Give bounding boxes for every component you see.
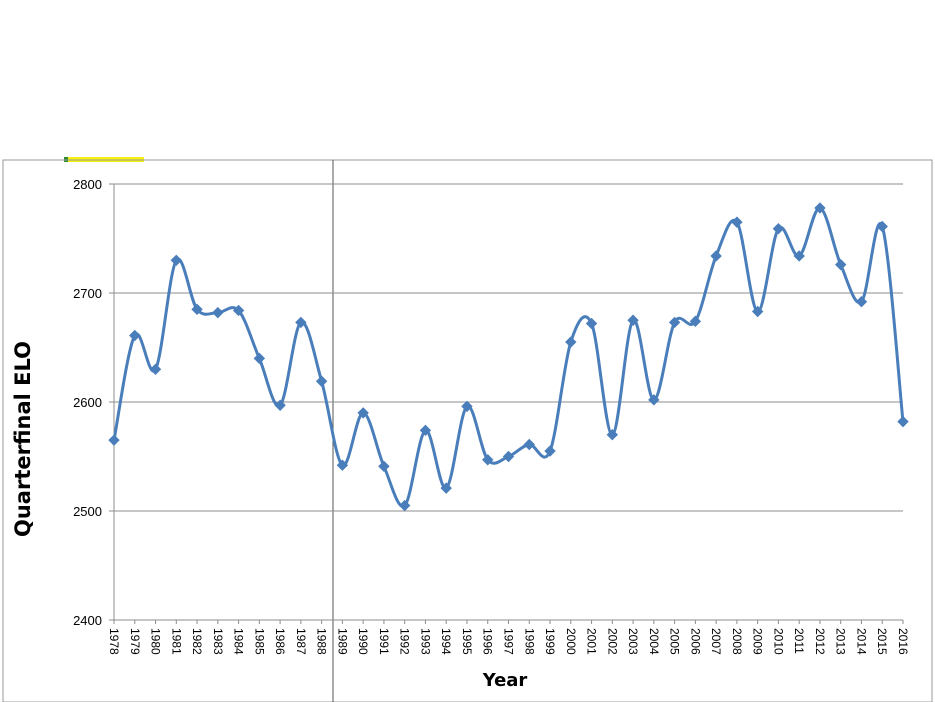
x-tick-label: 2001 [585, 628, 599, 655]
data-point [627, 314, 639, 326]
x-tick-labels: 1978 1979 1980 1981 1982 1983 1984 1985 1986 1987… [107, 628, 910, 655]
x-tick-label: 2014 [854, 628, 868, 655]
y-tick-label: 2600 [73, 395, 102, 410]
data-point [482, 454, 494, 466]
data-point [544, 445, 556, 457]
y-tick-label: 2700 [73, 286, 102, 301]
x-tick-label: 1980 [149, 628, 163, 655]
x-tick-label: 2012 [813, 628, 827, 655]
data-point [668, 316, 681, 329]
data-point [648, 394, 660, 406]
y-tick-label: 2800 [73, 177, 102, 192]
y-tick-label: 2400 [73, 613, 102, 628]
data-point [751, 305, 764, 318]
data-point [378, 460, 390, 473]
x-tick-label: 1985 [252, 628, 266, 655]
x-tick-label: 1979 [128, 628, 142, 655]
data-point [357, 407, 369, 419]
x-tick-label: 1999 [543, 628, 557, 655]
x-axis-title: Year [482, 670, 528, 691]
data-point [793, 250, 805, 262]
x-tick-label: 2007 [709, 628, 723, 655]
x-tick-label: 1990 [356, 628, 370, 655]
gridlines [109, 183, 903, 621]
x-tick-label: 1984 [232, 628, 246, 655]
x-tick-label: 2003 [626, 628, 640, 655]
x-tick-label: 1991 [377, 628, 391, 655]
data-point [398, 499, 411, 512]
x-tick-label: 2008 [730, 628, 744, 655]
data-point [772, 222, 785, 235]
y-axis-title: Quarterfinal ELO [11, 341, 35, 537]
data-point [814, 202, 826, 214]
x-tick-label: 1982 [190, 628, 204, 655]
x-tick-label: 2016 [896, 628, 910, 655]
x-tick-label: 2006 [688, 628, 702, 655]
data-point [876, 220, 888, 233]
x-tick-label: 2015 [875, 628, 889, 655]
data-point [689, 315, 702, 328]
data-point [461, 400, 473, 413]
x-tick-label: 1997 [502, 628, 516, 655]
x-tick-label: 1988 [315, 628, 329, 655]
data-point [149, 363, 162, 376]
y-tick-label: 2500 [73, 504, 102, 519]
x-tick-label: 2000 [564, 628, 578, 655]
data-point [315, 375, 328, 387]
data-point [295, 316, 307, 329]
chart-frame [2, 159, 933, 702]
y-tick-labels: 2400 2500 2600 2700 2800 [73, 177, 102, 628]
x-tick-label: 1995 [460, 628, 474, 655]
x-tick-label: 2011 [792, 628, 806, 654]
data-point [731, 216, 743, 228]
data-point [336, 459, 349, 471]
data-point [274, 399, 286, 411]
data-point [232, 304, 245, 317]
data-point [710, 250, 722, 262]
x-tick-label: 1989 [335, 628, 349, 655]
data-point [253, 352, 266, 365]
data-point [502, 450, 515, 463]
data-point [170, 254, 182, 267]
x-tick-label: 2009 [751, 628, 765, 655]
data-point [129, 329, 141, 342]
x-tick-label: 1992 [398, 628, 412, 655]
data-point [897, 415, 909, 428]
data-point [191, 303, 203, 316]
data-point [565, 336, 577, 348]
x-tick-label: 2005 [668, 628, 682, 655]
x-tick-label: 2013 [834, 628, 848, 655]
data-point [419, 424, 432, 437]
series-markers [108, 202, 909, 512]
x-tick-label: 1994 [439, 628, 453, 655]
data-point [212, 306, 224, 319]
x-tick-label: 1987 [294, 628, 308, 655]
data-point [855, 296, 868, 308]
data-point [606, 428, 619, 441]
data-point [585, 317, 598, 330]
x-tick-label: 1996 [481, 628, 495, 655]
x-tick-label: 1978 [107, 628, 121, 655]
x-tick-label: 1981 [169, 628, 183, 655]
x-tick-label: 1986 [273, 628, 287, 655]
x-tick-label: 2004 [647, 628, 661, 655]
data-point [108, 434, 120, 446]
x-tick-label: 2002 [605, 628, 619, 655]
data-point [835, 258, 847, 271]
x-tick-label: 2010 [771, 628, 785, 655]
x-tick-label: 1993 [418, 628, 432, 655]
data-point [440, 482, 452, 494]
x-tick-label: 1998 [522, 628, 536, 655]
data-point [523, 438, 535, 451]
x-tick-label: 1983 [211, 628, 225, 655]
axes [113, 184, 904, 624]
